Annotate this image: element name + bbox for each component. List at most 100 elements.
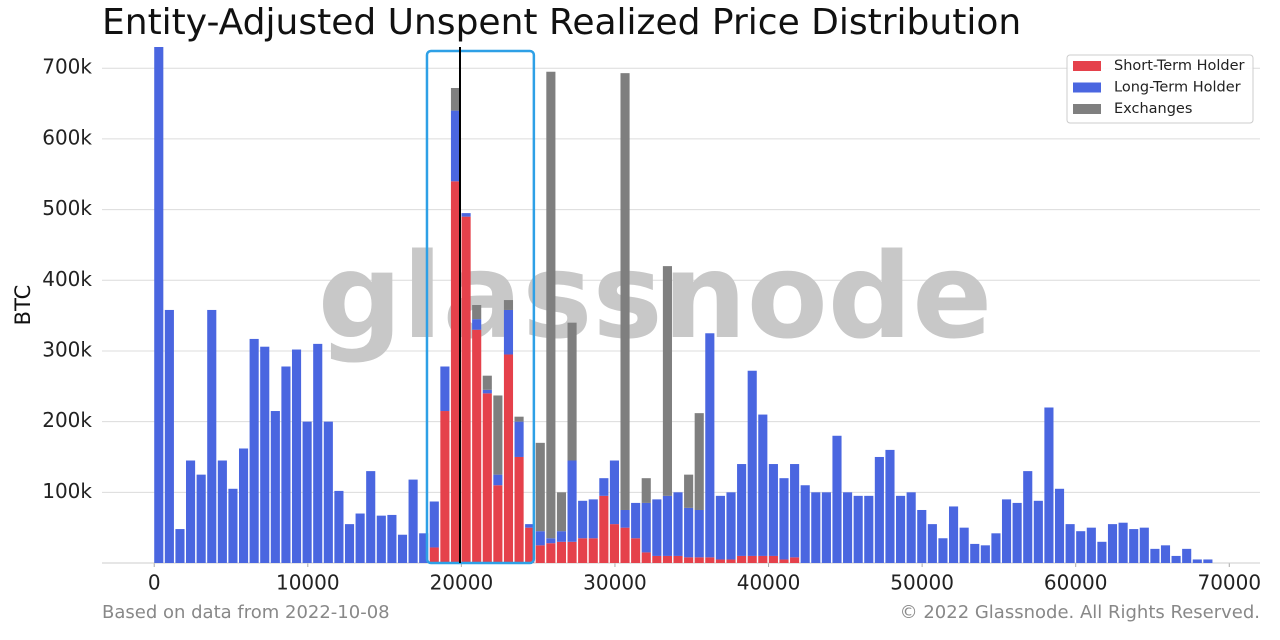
bar-segment (1076, 531, 1086, 563)
bar-segment (1129, 529, 1139, 563)
bar-segment (408, 479, 418, 563)
bar-segment (291, 349, 302, 563)
legend-swatch (1073, 61, 1101, 71)
bar-segment (503, 309, 514, 355)
bar-segment (737, 555, 747, 563)
bar-segment (493, 395, 503, 475)
bar-segment (662, 266, 672, 496)
bar-segment (1118, 522, 1128, 563)
bar-segment (450, 87, 461, 111)
bar-segment (270, 411, 280, 563)
bar-segment (503, 300, 514, 310)
x-tick-label: 70000 (1197, 571, 1261, 595)
bar-segment (1054, 488, 1065, 563)
bar-segment (1150, 548, 1160, 563)
bar-segment (472, 305, 482, 320)
bar-segment (514, 456, 524, 563)
bar-segment (779, 559, 789, 563)
bar-segment (652, 499, 662, 556)
bar-segment (948, 506, 959, 563)
bar-segment (461, 216, 471, 563)
bar-segment (631, 502, 641, 539)
bar-segment (1097, 541, 1107, 563)
bar-segment (334, 490, 344, 563)
bar-segment (556, 541, 567, 563)
bar-segment (556, 531, 567, 542)
bar-segment (1107, 524, 1118, 563)
bar-segment (1023, 471, 1033, 563)
bar-segment (758, 555, 768, 563)
bar-segment (684, 507, 694, 558)
bar-segment (461, 213, 471, 217)
bar-segment (811, 492, 821, 563)
bar-segment (302, 421, 312, 563)
bar-segment (482, 389, 492, 394)
bar-segment (450, 181, 461, 563)
x-tick-label: 10000 (276, 571, 340, 595)
bar-segment (747, 370, 757, 556)
bar-segment (1139, 527, 1149, 563)
bar-segment (154, 47, 164, 563)
bar-segment (959, 527, 969, 563)
bar-segment (1086, 527, 1096, 563)
bar-segment (429, 501, 439, 548)
bar-segment (694, 413, 704, 510)
bar-segment (917, 509, 927, 563)
bar-segment (323, 421, 333, 563)
bar-segment (482, 375, 492, 390)
bar-segment (631, 538, 641, 563)
bar-segment (843, 492, 853, 563)
bar-segment (186, 460, 196, 563)
y-tick-label: 500k (42, 196, 92, 220)
bar-segment (726, 492, 736, 560)
bar-segment (641, 478, 651, 503)
bar-segment (927, 524, 937, 563)
bar-segment (684, 557, 694, 563)
bar-segment (779, 478, 789, 560)
bar-segment (546, 543, 556, 563)
x-tick-label: 20000 (430, 571, 494, 595)
bar-segment (896, 495, 906, 563)
bar-segment (281, 366, 291, 563)
bar-segment (790, 557, 800, 563)
y-tick-label: 100k (42, 479, 92, 503)
footer-right: © 2022 Glassnode. All Rights Reserved. (900, 602, 1260, 623)
bar-segment (885, 449, 895, 563)
bar-segment (662, 555, 672, 563)
bar-segment (970, 543, 980, 563)
bar-segment (567, 460, 577, 542)
bar-segment (853, 495, 863, 563)
bar-segment (1203, 559, 1213, 563)
bar-segment (472, 319, 482, 330)
bar-segment (832, 435, 842, 563)
bar-segment (514, 416, 524, 422)
bar-segment (578, 500, 588, 539)
bar-segment (768, 464, 778, 556)
bar-segment (366, 471, 376, 563)
bar-segment (387, 514, 397, 563)
bar-segment (768, 555, 778, 563)
bar-segment (758, 414, 768, 556)
bar-segment (440, 411, 450, 563)
bar-segment (1001, 499, 1012, 563)
bar-segment (599, 478, 609, 496)
bar-segment (980, 545, 990, 563)
bar-segment (609, 524, 620, 563)
bar-segment (609, 460, 620, 525)
bar-segment (535, 531, 545, 546)
bar-segment (705, 333, 715, 558)
bar-segment (535, 442, 545, 532)
bar-segment (376, 515, 386, 563)
bar-segment (620, 509, 630, 528)
highlight-box (425, 49, 536, 565)
x-tick-label: 30000 (583, 571, 647, 595)
bar-segment (821, 492, 831, 563)
bar-segment (715, 495, 725, 560)
bar-segment (196, 474, 206, 563)
bar-segment (472, 329, 482, 563)
bar-segment (991, 533, 1001, 563)
y-tick-label: 600k (42, 125, 92, 149)
legend-box (1066, 54, 1254, 124)
bar-segment (1171, 555, 1181, 563)
bar-segment (874, 456, 884, 563)
